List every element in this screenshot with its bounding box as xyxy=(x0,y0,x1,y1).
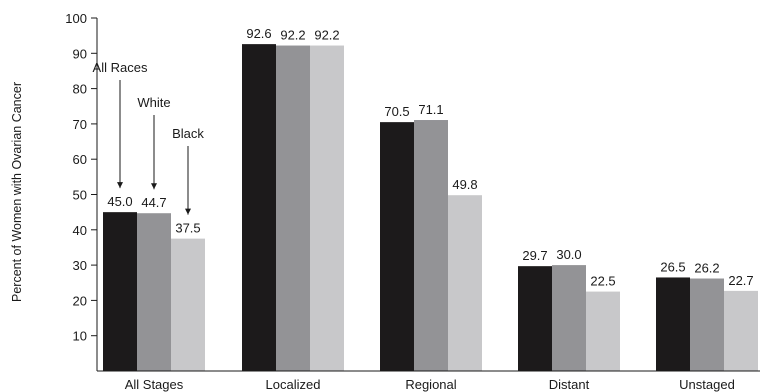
bar xyxy=(380,122,414,371)
data-label: 70.5 xyxy=(384,104,409,119)
bar xyxy=(137,213,171,371)
y-tick-label: 50 xyxy=(73,188,87,203)
data-label: 49.8 xyxy=(452,177,477,192)
bars xyxy=(103,44,758,372)
y-tick-label: 100 xyxy=(65,11,87,26)
x-category-label: Regional xyxy=(405,377,456,392)
data-label: 22.7 xyxy=(728,273,753,288)
bar xyxy=(448,195,482,371)
x-category-label: All Stages xyxy=(125,377,184,392)
data-label: 30.0 xyxy=(556,247,581,262)
annotation-label: White xyxy=(137,95,170,110)
y-tick-label: 20 xyxy=(73,293,87,308)
data-label: 92.2 xyxy=(280,28,305,43)
bar xyxy=(310,45,344,372)
y-axis-title: Percent of Women with Ovarian Cancer xyxy=(10,82,24,302)
data-label: 26.2 xyxy=(694,261,719,276)
y-tick-label: 80 xyxy=(73,82,87,97)
data-label: 29.7 xyxy=(522,248,547,263)
annotation-arrowhead xyxy=(151,183,157,190)
bar xyxy=(276,45,310,372)
data-label: 71.1 xyxy=(418,102,443,117)
data-label: 44.7 xyxy=(141,195,166,210)
x-axis: All Stages Localized Regional Distant Unstag… xyxy=(97,370,760,392)
bar xyxy=(414,120,448,371)
annotation-arrowhead xyxy=(185,208,191,215)
data-label: 37.5 xyxy=(175,221,200,236)
annotation-label: All Races xyxy=(93,60,148,75)
bar xyxy=(586,291,620,371)
y-tick-label: 30 xyxy=(73,258,87,273)
x-category-label: Distant xyxy=(549,377,590,392)
y-tick-label: 90 xyxy=(73,46,87,61)
data-label: 92.2 xyxy=(314,28,339,43)
y-tick-label: 40 xyxy=(73,223,87,238)
y-tick-label: 10 xyxy=(73,329,87,344)
annotation-label: Black xyxy=(172,126,204,141)
x-category-label: Localized xyxy=(266,377,321,392)
data-label: 26.5 xyxy=(660,259,685,274)
data-labels: 45.0 92.6 70.5 29.7 26.5 44.7 92.2 71.1 30.0 26.2… xyxy=(107,26,753,288)
annotations: All Races White Black xyxy=(93,60,204,215)
data-label: 22.5 xyxy=(590,274,615,289)
bar xyxy=(656,277,690,371)
bar xyxy=(242,44,276,371)
bar xyxy=(690,278,724,371)
bar xyxy=(518,266,552,371)
x-category-label: Unstaged xyxy=(679,377,735,392)
y-tick-label: 70 xyxy=(73,117,87,132)
bar xyxy=(171,238,205,371)
bar xyxy=(103,212,137,371)
data-label: 92.6 xyxy=(246,26,271,41)
data-label: 45.0 xyxy=(107,194,132,209)
bar xyxy=(552,265,586,371)
annotation-arrowhead xyxy=(117,182,123,189)
y-axis: 10 20 30 40 50 60 70 80 90 100 xyxy=(65,11,98,371)
bar xyxy=(724,290,758,371)
y-tick-label: 60 xyxy=(73,152,87,167)
